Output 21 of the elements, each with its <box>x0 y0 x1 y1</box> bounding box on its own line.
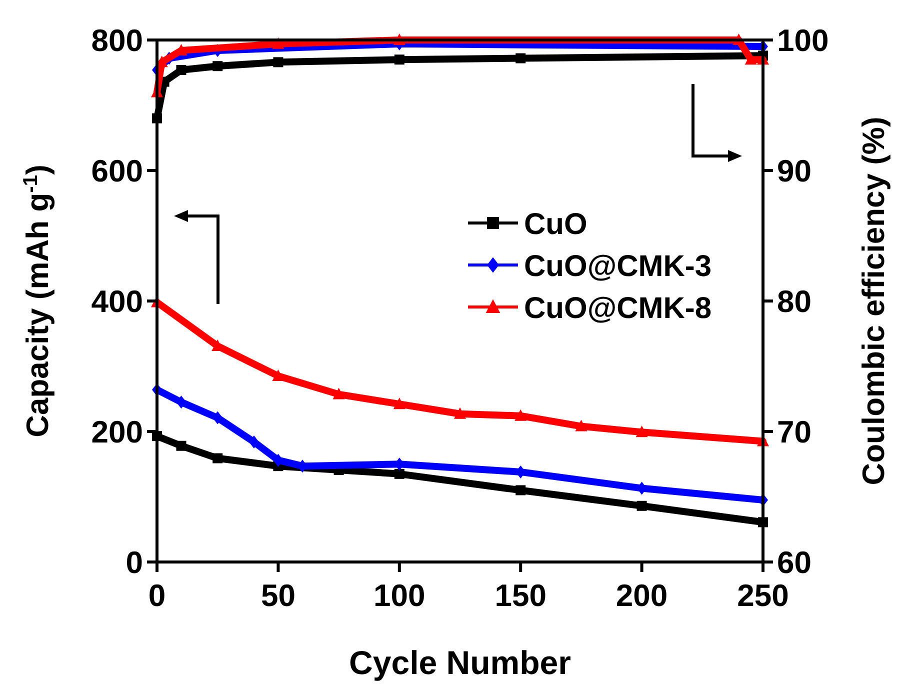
y-tick-label: 600 <box>91 154 143 188</box>
y2-axis-title: Coulombic efficiency (%) <box>856 116 891 486</box>
legend-label: CuO@CMK-8 <box>524 292 712 325</box>
y-tick-label: 0 <box>126 545 143 580</box>
x-tick-label: 100 <box>374 578 426 613</box>
y2-tick-label: 100 <box>777 23 829 58</box>
y2-tick-label: 70 <box>777 414 812 450</box>
x-tick-label: 0 <box>148 578 166 613</box>
y-tick-label: 400 <box>91 284 143 319</box>
x-tick-label: 50 <box>260 578 296 613</box>
x-tick-label: 150 <box>494 578 546 613</box>
legend-label: CuO@CMK-3 <box>524 250 712 283</box>
x-axis-title: Cycle Number <box>349 644 572 681</box>
y2-tick-label: 60 <box>777 545 812 580</box>
x-tick-label: 200 <box>616 578 668 613</box>
y-tick-label: 200 <box>91 414 143 450</box>
y2-tick-label: 80 <box>777 284 812 319</box>
y2-tick-label: 90 <box>777 154 812 188</box>
legend-label: CuO <box>524 208 588 241</box>
y-tick-label: 800 <box>91 23 143 58</box>
x-tick-label: 250 <box>737 578 789 613</box>
